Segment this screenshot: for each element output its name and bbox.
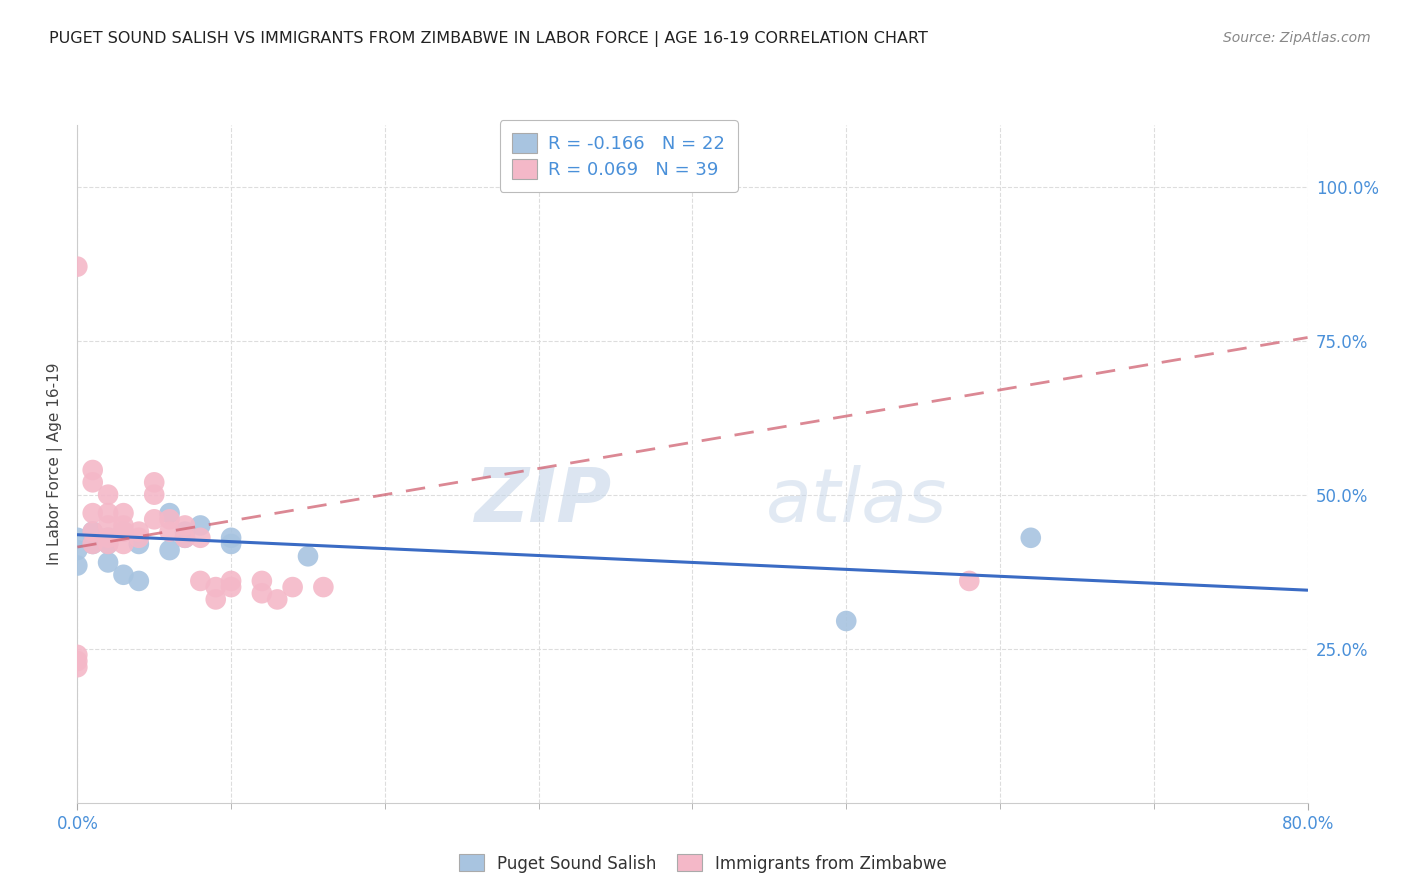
Point (112, 506, 135, 520)
Point (82, 475, 104, 490)
Point (82, 537, 104, 551)
Point (219, 531, 242, 545)
Point (97, 506, 120, 520)
Point (112, 518, 135, 533)
Point (66, 260, 89, 274)
Point (97, 537, 120, 551)
Point (66, 654, 89, 668)
Point (66, 660, 89, 674)
Point (143, 488, 166, 502)
Text: ZIP: ZIP (475, 465, 613, 538)
Point (281, 580, 304, 594)
Point (174, 524, 197, 539)
Point (159, 524, 181, 539)
Point (128, 531, 150, 545)
Legend: R = -0.166   N = 22, R = 0.069   N = 39: R = -0.166 N = 22, R = 0.069 N = 39 (499, 120, 738, 192)
Point (297, 549, 319, 564)
Point (159, 506, 181, 520)
Point (97, 531, 120, 545)
Point (250, 586, 273, 600)
Point (66, 558, 89, 573)
Point (159, 543, 181, 558)
Y-axis label: In Labor Force | Age 16-19: In Labor Force | Age 16-19 (48, 362, 63, 566)
Point (143, 475, 166, 490)
Point (128, 537, 150, 551)
Point (97, 537, 120, 551)
Point (128, 524, 150, 539)
Point (66, 531, 89, 545)
Legend: Puget Sound Salish, Immigrants from Zimbabwe: Puget Sound Salish, Immigrants from Zimb… (453, 847, 953, 880)
Point (66, 648, 89, 662)
Point (112, 567, 135, 582)
Point (66, 543, 89, 558)
Point (174, 531, 197, 545)
Point (159, 512, 181, 526)
Point (188, 574, 212, 588)
Point (266, 592, 288, 607)
Point (97, 488, 120, 502)
Point (82, 506, 104, 520)
Point (112, 537, 135, 551)
Point (82, 524, 104, 539)
Point (219, 537, 242, 551)
Point (174, 518, 197, 533)
Point (97, 556, 120, 570)
Point (97, 518, 120, 533)
Point (204, 580, 226, 594)
Point (957, 574, 980, 588)
Point (82, 537, 104, 551)
Point (82, 463, 104, 477)
Point (82, 524, 104, 539)
Point (835, 614, 858, 628)
Point (128, 574, 150, 588)
Point (219, 580, 242, 594)
Point (188, 518, 212, 533)
Point (188, 531, 212, 545)
Point (219, 574, 242, 588)
Point (112, 524, 135, 539)
Point (250, 574, 273, 588)
Point (143, 512, 166, 526)
Point (312, 580, 335, 594)
Point (204, 592, 226, 607)
Point (1019, 531, 1042, 545)
Text: Source: ZipAtlas.com: Source: ZipAtlas.com (1223, 31, 1371, 45)
Point (112, 524, 135, 539)
Point (174, 531, 197, 545)
Point (97, 531, 120, 545)
Text: atlas: atlas (766, 465, 948, 537)
Text: PUGET SOUND SALISH VS IMMIGRANTS FROM ZIMBABWE IN LABOR FORCE | AGE 16-19 CORREL: PUGET SOUND SALISH VS IMMIGRANTS FROM ZI… (49, 31, 928, 47)
